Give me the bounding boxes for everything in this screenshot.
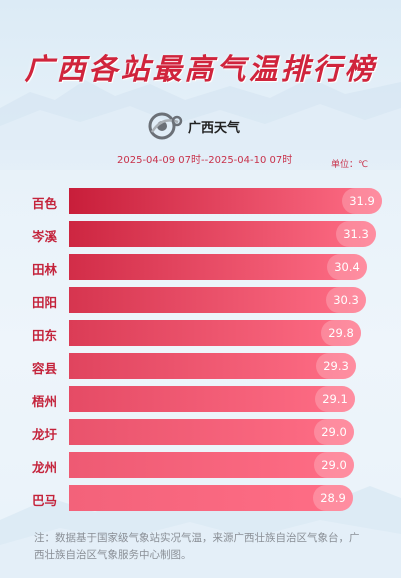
value-label: 28.9 (313, 485, 353, 511)
bar: 31.3 (69, 221, 376, 247)
bar-row: 龙圩 29.0 (0, 419, 401, 445)
bar: 29.3 (69, 353, 356, 379)
category-label: 百色 (32, 196, 58, 211)
value-label: 30.3 (326, 287, 366, 313)
bar-row: 容县 29.3 (0, 353, 401, 379)
category-label: 田阳 (32, 295, 58, 310)
bar: 30.3 (69, 287, 366, 313)
bar: 31.9 (69, 188, 382, 214)
category-label: 龙州 (32, 460, 58, 475)
bar-row: 田阳 30.3 (0, 287, 401, 313)
category-label: 岑溪 (32, 229, 58, 244)
bar-row: 梧州 29.1 (0, 386, 401, 412)
value-label: 29.0 (314, 419, 354, 445)
bar: 30.4 (69, 254, 367, 280)
value-label: 30.4 (327, 254, 367, 280)
bar: 29.8 (69, 320, 361, 346)
bar-row: 百色 31.9 (0, 188, 401, 214)
category-label: 梧州 (32, 394, 58, 409)
footnote: 注：数据基于国家级气象站实况气温，来源广西壮族自治区气象台，广西壮族自治区气象服… (34, 532, 360, 561)
category-label: 田东 (32, 328, 58, 343)
logo: 广西天气 (148, 112, 240, 140)
category-label: 巴马 (32, 493, 58, 508)
date-range: 2025-04-09 07时--2025-04-10 07时 (117, 155, 293, 166)
bar: 29.0 (69, 419, 354, 445)
bar-row: 龙州 29.0 (0, 452, 401, 478)
bar: 29.0 (69, 452, 354, 478)
weather-service-logo-icon (148, 112, 183, 140)
bar-row: 岑溪 31.3 (0, 221, 401, 247)
unit-label: 单位：℃ (331, 160, 369, 170)
category-label: 容县 (32, 361, 58, 376)
category-label: 龙圩 (32, 427, 58, 442)
bar: 28.9 (69, 485, 353, 511)
bar-row: 巴马 28.9 (0, 485, 401, 511)
value-label: 29.8 (321, 320, 361, 346)
value-label: 31.9 (342, 188, 382, 214)
value-label: 31.3 (336, 221, 376, 247)
chart-title: 广西各站最高气温排行榜 (24, 52, 377, 86)
logo-text: 广西天气 (188, 120, 241, 136)
bar-row: 田林 30.4 (0, 254, 401, 280)
value-label: 29.1 (315, 386, 355, 412)
category-label: 田林 (32, 262, 58, 277)
bar: 29.1 (69, 386, 355, 412)
value-label: 29.3 (316, 353, 356, 379)
bar-row: 田东 29.8 (0, 320, 401, 346)
value-label: 29.0 (314, 452, 354, 478)
